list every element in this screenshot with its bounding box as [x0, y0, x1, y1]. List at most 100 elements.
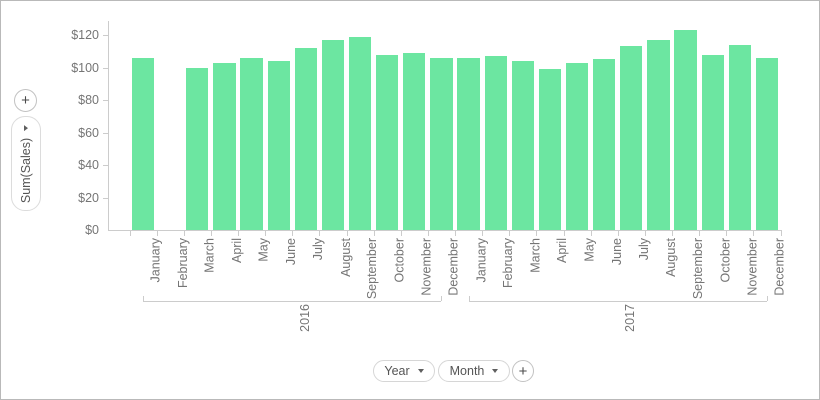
- month-axis-label: October: [718, 238, 733, 283]
- x-axis-tick: [373, 231, 375, 236]
- year-axis-label: 2016: [297, 304, 312, 332]
- bar-2017-september[interactable]: [674, 30, 697, 230]
- add-column-field-button[interactable]: +: [512, 360, 534, 382]
- y-axis-tick: [103, 165, 108, 166]
- x-axis-tick: [563, 231, 565, 236]
- bar-2016-january[interactable]: [131, 57, 155, 230]
- chevron-down-icon: [492, 369, 499, 373]
- x-axis-tick: [482, 231, 484, 236]
- x-axis-tick: [726, 231, 728, 236]
- month-axis-label: July: [311, 238, 326, 261]
- month-axis-label: November: [419, 238, 434, 296]
- bar-2017-november[interactable]: [728, 44, 751, 230]
- x-axis-tick: [183, 231, 185, 236]
- year-bracket-tick: [143, 296, 145, 301]
- bar-2017-may[interactable]: [565, 62, 589, 230]
- y-axis-tick: [103, 67, 108, 69]
- y-axis-label: $120: [71, 28, 99, 42]
- x-axis-tick: [455, 231, 456, 236]
- bar-2016-december[interactable]: [430, 57, 453, 230]
- month-axis-label: January: [148, 238, 163, 283]
- x-axis-tick: [509, 231, 511, 236]
- month-axis-label: October: [392, 238, 407, 283]
- x-axis-tick: [346, 231, 348, 236]
- month-axis-label: May: [582, 238, 597, 262]
- x-axis-tick: [590, 231, 592, 236]
- bar-2016-july[interactable]: [294, 48, 317, 230]
- bar-2017-june[interactable]: [593, 59, 616, 230]
- month-axis-label: June: [609, 238, 624, 266]
- x-axis-tick: [699, 231, 701, 236]
- month-axis-label: March: [202, 238, 217, 273]
- x-axis-tick: [292, 231, 294, 236]
- month-axis-label: August: [338, 238, 353, 277]
- bar-2017-january[interactable]: [457, 57, 480, 230]
- x-axis-tick: [672, 231, 673, 236]
- column-field-chip-year[interactable]: Year: [373, 360, 435, 382]
- year-bracket-tick: [766, 296, 768, 301]
- x-axis-tick: [753, 231, 755, 236]
- x-axis-tick: [156, 231, 158, 236]
- y-axis-label: $0: [85, 223, 99, 237]
- x-axis-tick: [238, 231, 239, 236]
- chevron-down-icon: [417, 369, 424, 373]
- month-axis-label: January: [474, 238, 489, 283]
- y-axis-label: $60: [78, 125, 99, 140]
- x-axis-tick: [265, 231, 267, 236]
- value-axis-chip[interactable]: Sum(Sales): [11, 116, 41, 211]
- bar-2016-september[interactable]: [348, 36, 372, 230]
- bar-2016-august[interactable]: [321, 39, 345, 230]
- bar-2017-march[interactable]: [511, 61, 534, 230]
- y-axis-label: $80: [78, 93, 99, 107]
- x-axis-tick: [780, 231, 782, 236]
- y-axis-tick: [103, 132, 108, 134]
- bar-2017-february[interactable]: [484, 56, 507, 230]
- x-axis-line: [108, 230, 782, 231]
- year-bracket-line: [468, 300, 767, 302]
- x-axis-tick: [536, 231, 538, 236]
- month-axis-label: September: [365, 238, 380, 300]
- month-axis-label: March: [528, 238, 543, 273]
- bar-2016-october[interactable]: [376, 54, 399, 230]
- bar-2017-july[interactable]: [620, 46, 643, 230]
- month-axis-label: April: [229, 238, 244, 264]
- y-axis-label: $20: [78, 190, 99, 205]
- year-bracket-tick: [441, 296, 443, 301]
- y-axis-tick: [103, 197, 108, 199]
- x-axis-tick: [617, 231, 619, 236]
- month-axis-label: July: [636, 238, 651, 261]
- value-axis-chip-label: Sum(Sales): [19, 137, 33, 203]
- chevron-down-icon: [24, 124, 28, 131]
- month-axis-label: February: [501, 238, 516, 289]
- bar-2016-june[interactable]: [267, 61, 290, 230]
- bar-2017-april[interactable]: [538, 69, 562, 230]
- y-axis-label: $40: [78, 158, 99, 172]
- y-axis-tick: [103, 35, 108, 36]
- month-axis-label: April: [555, 238, 570, 264]
- x-axis-tick: [210, 231, 212, 236]
- bar-2016-may[interactable]: [240, 57, 263, 230]
- month-axis-label: December: [772, 238, 787, 296]
- bar-2016-november[interactable]: [403, 52, 426, 230]
- bar-2017-august[interactable]: [647, 39, 670, 230]
- year-bracket-tick: [468, 296, 470, 301]
- bar-2017-december[interactable]: [755, 57, 779, 230]
- column-field-chip-label: Year: [384, 364, 410, 378]
- year-axis-label: 2017: [623, 304, 638, 332]
- x-axis-tick: [644, 231, 646, 236]
- column-field-chip-label: Month: [449, 364, 485, 378]
- y-axis-line: [108, 21, 109, 231]
- bar-2016-april[interactable]: [213, 62, 236, 230]
- bar-2016-march[interactable]: [186, 67, 209, 230]
- column-field-chip-month[interactable]: Month: [438, 360, 510, 382]
- x-axis-tick: [319, 231, 321, 236]
- month-axis-label: August: [663, 238, 678, 277]
- month-axis-label: September: [691, 238, 706, 300]
- x-axis-tick: [129, 231, 131, 236]
- year-bracket-line: [143, 300, 442, 302]
- x-axis-tick: [427, 231, 429, 236]
- month-axis-label: November: [745, 238, 760, 296]
- add-value-field-button[interactable]: +: [14, 89, 37, 112]
- bar-2017-october[interactable]: [701, 54, 724, 230]
